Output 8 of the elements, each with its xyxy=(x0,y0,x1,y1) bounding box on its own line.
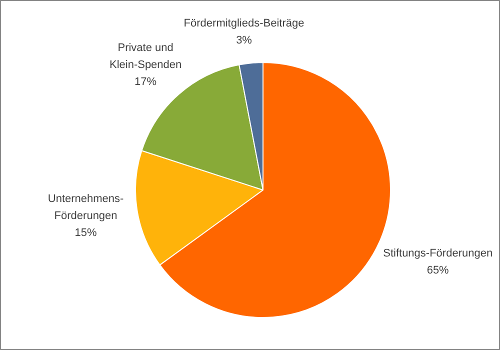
slice-label: Stiftungs-Förderungen xyxy=(383,247,493,260)
slice-label: Unternehmens-Förderungen xyxy=(48,193,124,222)
data-label: 3% xyxy=(236,34,252,47)
data-label: 15% xyxy=(74,227,98,240)
slice-label: Private und Klein-Spenden xyxy=(109,42,182,71)
data-label: 65% xyxy=(426,264,450,276)
data-label: 17% xyxy=(134,76,157,88)
slice-label: Fördermitglieds-Beiträge xyxy=(184,18,304,30)
